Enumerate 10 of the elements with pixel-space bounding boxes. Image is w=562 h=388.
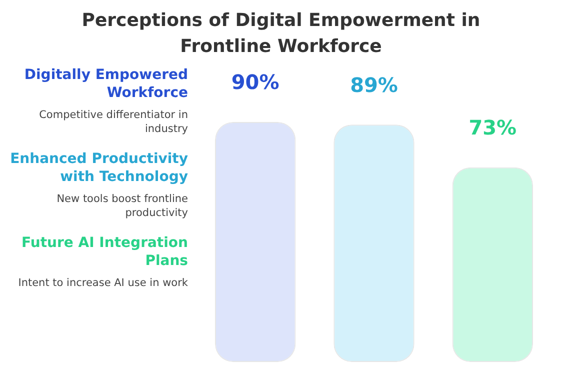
text: Intent to increase AI use in work bbox=[17, 276, 188, 290]
text: Future AI Integration Plans bbox=[20, 234, 188, 270]
chart-title: Perceptions of Digital Empowerment in Frontline Workforce bbox=[81, 9, 481, 59]
data-label: 89% bbox=[350, 72, 398, 97]
text: New tools boost frontline productivity bbox=[56, 192, 188, 220]
text: Digitally Empowered Workforce bbox=[23, 66, 188, 102]
data-label: 73% bbox=[468, 116, 517, 140]
data-label: 90% bbox=[231, 70, 280, 94]
text: Competitive differentiator in industry bbox=[38, 108, 188, 136]
text: Enhanced Productivity with Technology bbox=[9, 150, 188, 186]
